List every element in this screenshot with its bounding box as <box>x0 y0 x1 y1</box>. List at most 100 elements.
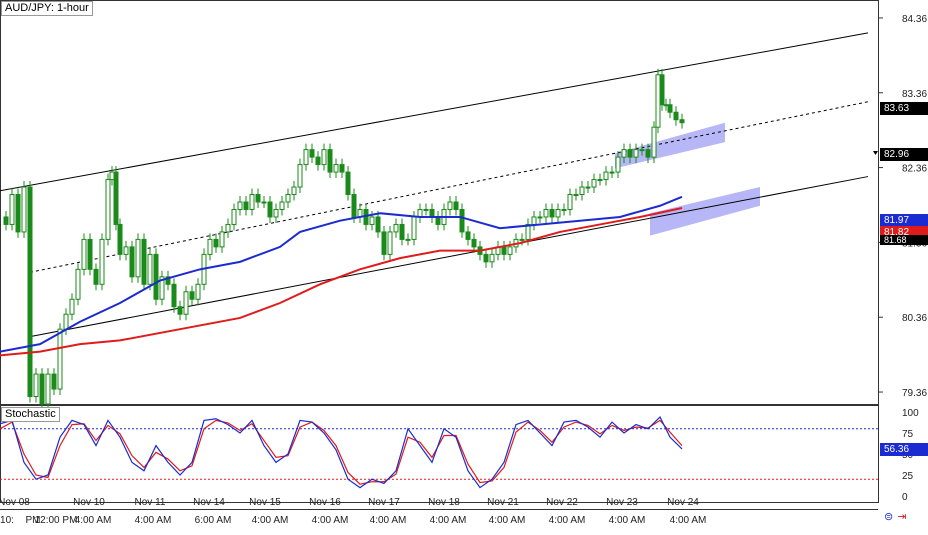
candle-body <box>105 179 111 240</box>
x-tick-label-bottom: 4:00 AM <box>489 515 526 526</box>
candle-body <box>9 194 15 225</box>
x-tick-label-bottom: 10: <box>0 515 14 526</box>
candle-body <box>117 223 123 255</box>
candle-body <box>3 216 9 225</box>
x-tick-label-top: Nov 10 <box>73 497 105 508</box>
candle-body <box>291 186 297 196</box>
candle-body <box>261 201 267 204</box>
candle-body <box>219 231 225 248</box>
candle-body <box>507 246 513 255</box>
price-tag-low: 81.68 <box>880 235 928 245</box>
candle-body <box>45 373 51 405</box>
candle-body <box>113 171 119 225</box>
x-tick-label-top: Nov 14 <box>193 497 225 508</box>
candle-body <box>531 216 537 225</box>
candle-body <box>655 74 661 128</box>
candle-body <box>435 216 441 225</box>
candle-body <box>279 201 285 210</box>
candle-body <box>459 208 465 233</box>
x-tick-label-top: Nov 08 <box>0 497 30 508</box>
channel-lower-line <box>29 176 869 338</box>
candle-body <box>165 276 171 285</box>
candle-body <box>399 223 405 240</box>
candle-body <box>375 216 381 233</box>
candle-body <box>471 238 477 248</box>
x-tick-label-bottom: 4:00 AM <box>670 515 707 526</box>
candle-body <box>321 149 327 166</box>
candle-body <box>543 208 549 218</box>
candle-body <box>483 253 489 263</box>
candle-body <box>171 283 177 308</box>
candle-body <box>651 126 657 158</box>
x-tick-label-top: Nov 15 <box>249 497 281 508</box>
candle-body <box>411 216 417 240</box>
candle-body <box>339 164 345 173</box>
candle-body <box>585 186 591 189</box>
candle-body <box>153 253 159 300</box>
chart-title: AUD/JPY: 1-hour <box>1 1 93 16</box>
candle-body <box>501 246 507 255</box>
y-tick-label: 80.36 <box>902 313 927 324</box>
candle-body <box>21 186 27 233</box>
x-tick-label-top: Nov 22 <box>546 497 578 508</box>
candle-body <box>159 276 165 300</box>
candle-body <box>519 238 525 241</box>
candle-body <box>597 179 603 182</box>
price-tag-high: 83.63 <box>880 102 928 115</box>
y-tick-label: 82.36 <box>902 164 927 175</box>
x-tick-label-top: Nov 24 <box>667 497 699 508</box>
candle-body <box>303 149 309 166</box>
candle-body <box>573 194 579 197</box>
candle-body <box>255 194 261 203</box>
candle-body <box>57 328 63 390</box>
price-tag-current: 82.96 <box>880 148 928 161</box>
candle-body <box>591 179 597 188</box>
highlight-zone <box>650 187 760 236</box>
x-tick-label-top: Nov 17 <box>368 497 400 508</box>
candle-body <box>561 208 567 211</box>
candle-body <box>603 171 609 181</box>
candle-body <box>237 201 243 210</box>
candle-body <box>243 201 249 210</box>
candle-body <box>663 104 669 107</box>
candle-body <box>429 208 435 218</box>
candle-body <box>609 171 615 174</box>
candle-body <box>659 74 665 106</box>
candle-body <box>621 149 627 158</box>
x-tick-label-bottom: 4:00 AM <box>430 515 467 526</box>
candle-body <box>147 253 153 285</box>
link-icon[interactable]: ⊜ <box>884 511 894 523</box>
candle-body <box>627 149 633 158</box>
x-tick-label-bottom: 4:00 AM <box>312 515 349 526</box>
arrow-right-icon[interactable]: ⇥ <box>897 511 907 523</box>
candle-body <box>183 291 189 315</box>
candle-body <box>369 216 375 225</box>
candle-body <box>525 223 531 240</box>
candle-body <box>639 149 645 152</box>
candle-body <box>207 238 213 255</box>
candle-body <box>69 298 75 315</box>
candle-body <box>333 164 339 173</box>
candle-body <box>537 216 543 219</box>
candle-body <box>453 201 459 210</box>
x-tick-label-bottom: 6:00 AM <box>195 515 232 526</box>
ma-slow-line <box>0 207 683 357</box>
x-tick-label-top: Nov 21 <box>487 497 519 508</box>
x-tick-label-top: Nov 18 <box>428 497 460 508</box>
candle-body <box>51 373 57 390</box>
candle-body <box>39 373 45 405</box>
current-price-marker <box>873 151 878 155</box>
y-tick-label: 83.36 <box>902 89 927 100</box>
candle-body <box>177 306 183 315</box>
candle-body <box>135 238 141 278</box>
candle-body <box>387 231 393 255</box>
candle-body <box>679 119 685 124</box>
candle-body <box>213 238 219 248</box>
x-tick-label-top: Nov 23 <box>606 497 638 508</box>
candle-body <box>615 156 621 173</box>
candle-body <box>579 186 585 196</box>
stochastic-label: Stochastic <box>1 407 60 422</box>
stochastic-level-label: 0 <box>902 492 908 503</box>
x-tick-label-bottom: 4:00 AM <box>609 515 646 526</box>
